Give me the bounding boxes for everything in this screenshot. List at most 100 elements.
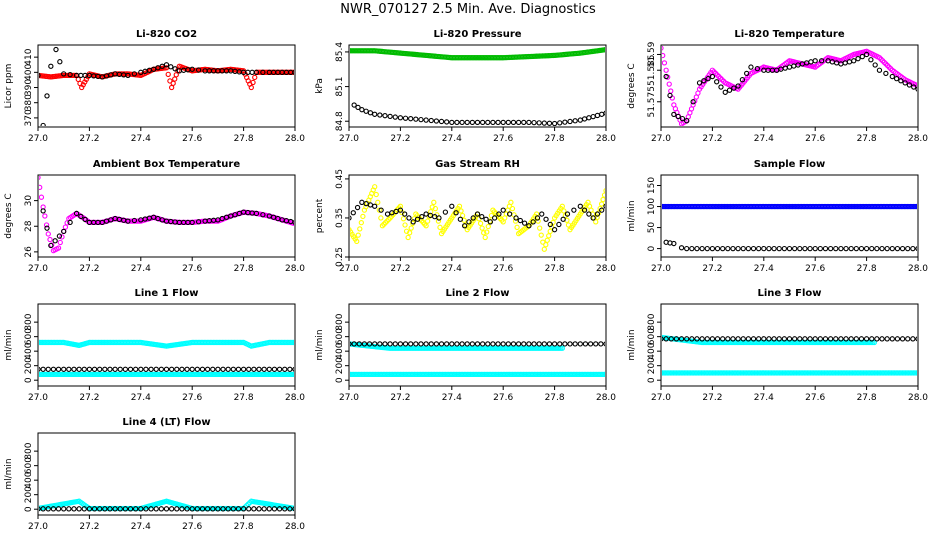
data-point [544,237,550,243]
data-points [39,498,294,512]
data-point [138,366,144,372]
data-point [131,217,138,224]
data-point [603,110,605,116]
data-point [408,341,414,347]
data-point [495,341,501,347]
data-point [663,336,669,342]
data-point [776,245,782,252]
x-tick-label: 27.2 [79,393,99,403]
data-points [662,334,917,376]
data-point [42,213,48,219]
data-point [432,205,439,212]
data-point [461,223,468,229]
data-point [905,336,911,342]
data-point [577,341,583,347]
y-tick-label: 30 [24,195,34,207]
data-point [690,99,696,105]
data-point [57,59,63,65]
y-tick-label: 400 [24,471,34,488]
data-point [168,84,175,91]
y-axis-label: ml/min [315,329,325,360]
data-point [817,336,823,342]
data-point [372,111,378,117]
data-point [603,203,605,209]
data-point [577,117,583,123]
data-point [459,341,465,347]
x-tick-label: 27.8 [234,264,254,274]
data-point [436,215,442,221]
data-point [225,506,231,512]
data-point [543,216,549,222]
y-tick-label: 51.59 [647,41,657,67]
data-point [359,199,365,205]
y-tick-label: 0 [24,377,34,383]
x-tick-label: 27.2 [390,393,410,403]
data-point [357,226,363,232]
x-tick-label: 27.8 [857,393,877,403]
data-point [704,336,710,342]
data-point [521,119,527,126]
data-point [477,220,484,227]
page-title: NWR_070127 2.5 Min. Ave. Diagnostics [340,2,596,17]
data-point [531,119,537,126]
x-tick-label: 27.0 [28,522,48,532]
data-point [889,73,895,80]
data-point [601,192,605,198]
y-axis-label: kPa [315,78,325,94]
data-point [400,216,407,222]
data-point [91,506,98,512]
data-point [560,216,566,222]
x-tick-label: 27.6 [182,522,202,532]
data-point [112,506,118,512]
data-point [195,67,202,73]
y-axis-label: ml/min [4,458,14,489]
plot-frame [348,303,607,387]
data-point [505,119,511,126]
data-point [808,59,814,65]
data-point [668,336,674,342]
plot-frame [37,303,296,387]
data-point [372,341,378,347]
x-tick-label: 28.0 [596,264,616,274]
data-point [143,366,149,372]
data-point [822,336,829,342]
data-point [853,245,859,252]
data-point [547,221,553,228]
data-point [61,366,67,372]
data-points [39,46,294,126]
data-point [456,203,463,209]
data-point [530,219,536,225]
data-point [55,506,62,512]
y-tick-label: 51.585 [647,54,657,86]
data-point [797,245,803,252]
x-tick-label: 27.4 [131,134,151,144]
data-point [514,224,520,230]
data-point [902,80,908,86]
x-tick-label: 27.0 [28,264,48,274]
data-point [199,366,206,372]
data-point [833,245,839,252]
chart-title: Sample Flow [754,159,826,170]
data-point [351,102,357,108]
y-tick-label: 370 [24,109,34,126]
data-point [730,245,736,252]
data-point [127,506,134,512]
data-point [474,211,481,217]
data-point [667,92,673,99]
data-point [547,228,553,234]
data-points [39,339,294,378]
data-point [915,370,917,376]
data-point [66,506,72,512]
data-point [735,245,741,252]
y-tick-label: 84.8 [335,111,345,131]
data-point [750,245,757,252]
data-point [458,208,464,214]
data-point [485,223,491,230]
data-point [249,69,255,75]
data-point [791,336,798,342]
data-point [781,336,788,342]
data-point [572,341,578,347]
data-point [541,120,547,126]
y-tick-label: 600 [24,328,34,345]
data-point [428,341,434,347]
